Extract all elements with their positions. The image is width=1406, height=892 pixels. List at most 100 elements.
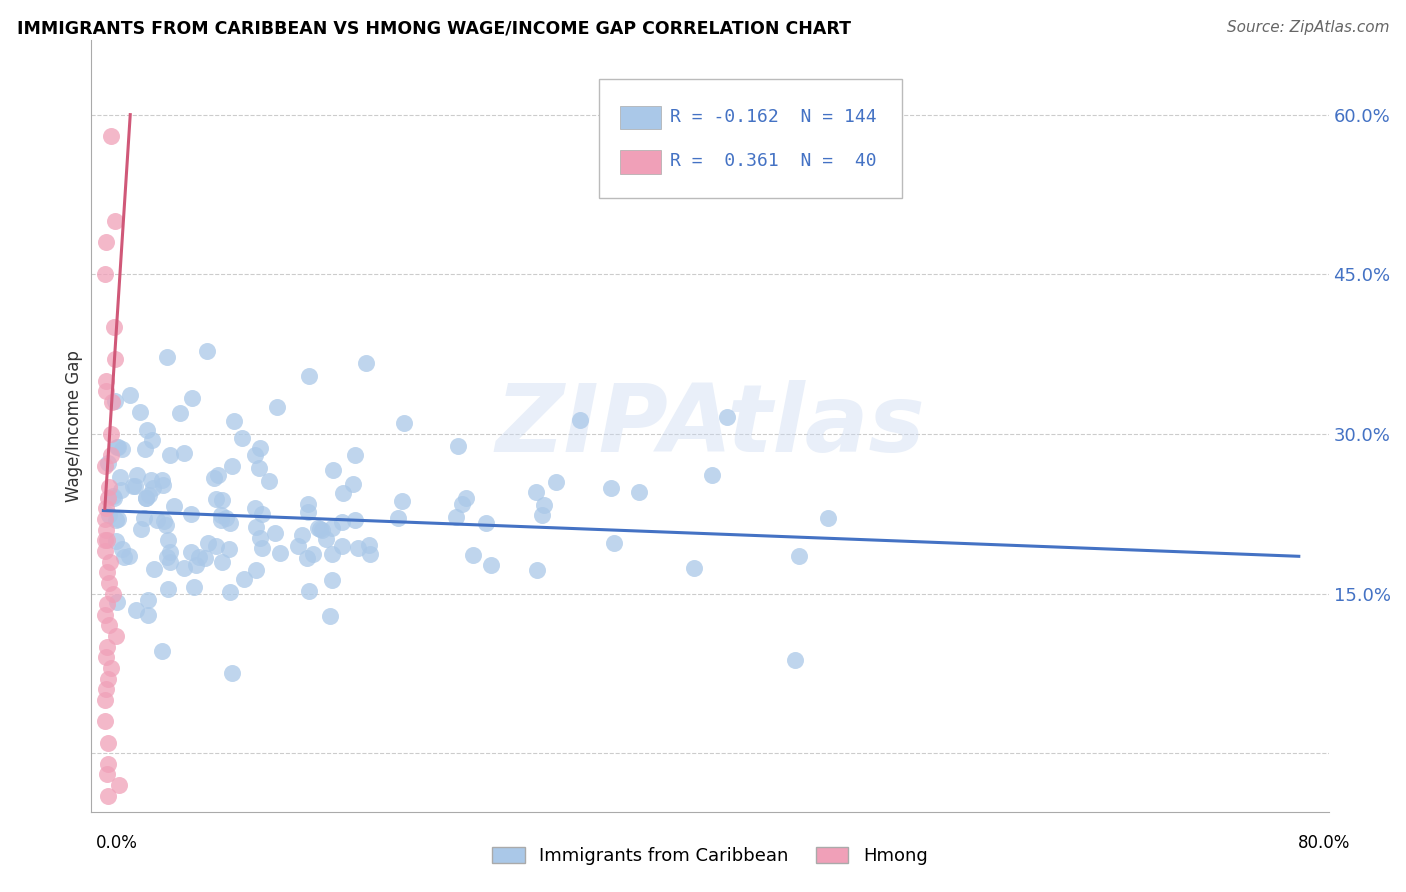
Point [321, 574, 343, 588]
Point [250, 507, 273, 521]
Point [97, 575, 120, 590]
Point [157, 582, 180, 597]
Point [129, 523, 152, 537]
Point [100, 128, 122, 143]
Point [96, 650, 118, 665]
Point [243, 448, 266, 462]
Point [146, 513, 169, 527]
Point [107, 778, 129, 792]
Point [163, 499, 186, 513]
Point [104, 393, 127, 408]
Point [682, 560, 704, 574]
Point [124, 479, 146, 493]
Point [219, 584, 242, 599]
Point [245, 520, 267, 534]
Point [94, 682, 117, 697]
Point [98, 555, 121, 569]
Point [141, 433, 163, 447]
Point [205, 491, 228, 506]
Point [180, 391, 202, 405]
Point [104, 214, 127, 228]
Point [159, 545, 181, 559]
Point [94, 267, 117, 281]
Point [716, 410, 738, 425]
Point [215, 511, 238, 525]
Point [96, 523, 118, 537]
Point [136, 423, 159, 437]
Point [180, 508, 202, 522]
Point [221, 666, 243, 681]
Point [295, 550, 318, 565]
Point [101, 586, 124, 600]
Point [152, 478, 174, 492]
Point [100, 448, 122, 462]
Point [332, 485, 354, 500]
Point [344, 448, 367, 462]
Point [142, 481, 165, 495]
Point [107, 440, 129, 454]
Point [354, 356, 377, 370]
Point [297, 368, 319, 383]
Point [219, 516, 242, 530]
Point [139, 473, 162, 487]
Point [94, 607, 117, 622]
Point [330, 515, 353, 529]
Point [269, 546, 291, 560]
Point [118, 549, 141, 563]
Point [817, 511, 839, 525]
Point [247, 460, 270, 475]
Point [156, 350, 179, 364]
Point [136, 592, 159, 607]
Point [311, 523, 333, 537]
Point [155, 517, 177, 532]
Point [97, 456, 120, 470]
Point [96, 384, 118, 399]
Point [96, 235, 118, 250]
Point [173, 446, 195, 460]
Point [94, 458, 117, 473]
Point [785, 653, 807, 667]
Point [135, 491, 157, 505]
Point [120, 388, 142, 402]
Point [359, 547, 381, 561]
Point [297, 505, 319, 519]
Point [526, 485, 548, 500]
Point [105, 595, 128, 609]
Point [342, 476, 364, 491]
Point [249, 531, 271, 545]
Point [157, 533, 180, 548]
Point [451, 497, 474, 511]
Point [122, 479, 145, 493]
Point [97, 480, 120, 494]
Point [526, 563, 548, 577]
Point [533, 498, 555, 512]
Point [446, 509, 468, 524]
Point [107, 511, 129, 525]
Point [135, 491, 157, 505]
Point [150, 644, 173, 658]
Text: Source: ZipAtlas.com: Source: ZipAtlas.com [1226, 20, 1389, 35]
FancyBboxPatch shape [599, 78, 901, 198]
Point [600, 481, 623, 495]
Point [97, 735, 120, 749]
Text: R =  0.361  N =  40: R = 0.361 N = 40 [671, 153, 877, 170]
Point [180, 545, 202, 559]
Point [463, 548, 485, 562]
Point [97, 789, 120, 803]
Point [315, 533, 337, 547]
Point [104, 352, 127, 367]
Point [169, 406, 191, 420]
Point [787, 549, 810, 563]
Point [204, 471, 226, 485]
Text: ZIPAtlas: ZIPAtlas [495, 380, 925, 472]
Point [252, 541, 274, 555]
Point [143, 562, 166, 576]
Point [330, 540, 353, 554]
Point [94, 533, 117, 548]
Point [100, 661, 122, 675]
Point [307, 521, 329, 535]
Point [96, 374, 118, 388]
Point [298, 584, 321, 599]
Point [110, 483, 132, 497]
Point [125, 603, 148, 617]
